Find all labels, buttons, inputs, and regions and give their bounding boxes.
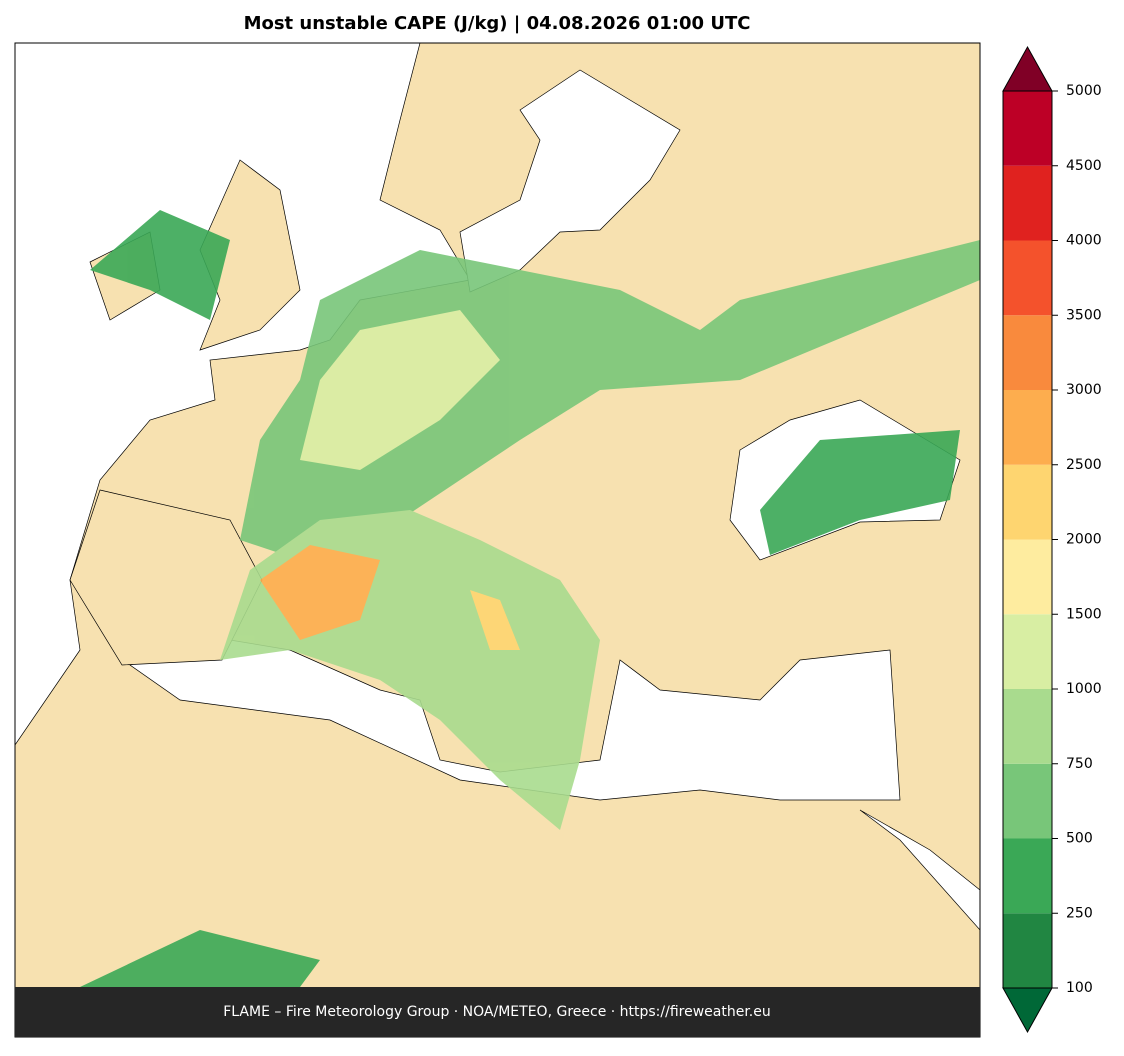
colorbar-over (1002, 45, 1053, 92)
colorbar: 100 250 500 750 1000 1500 2000 2500 3000 3500 4000… (1002, 45, 1102, 1034)
cape-area (300, 310, 500, 470)
colorbar-bin (1003, 464, 1052, 540)
cape-area (760, 430, 960, 555)
map-title: Most unstable CAPE (J/kg) | 04.08.2026 0… (244, 13, 751, 34)
colorbar-bin (1003, 240, 1052, 316)
colorbar-bin (1003, 390, 1052, 465)
islands (69, 159, 301, 666)
footer-text: FLAME – Fire Meteorology Group · NOA/MET… (223, 1004, 771, 1020)
colorbar-bin (1003, 763, 1052, 839)
baltic (459, 69, 681, 293)
iberia (69, 489, 263, 666)
footer-bar (15, 987, 980, 1037)
colorbar-bin (1003, 689, 1052, 764)
colorbar-bin (1003, 91, 1052, 166)
colorbar-bin (1003, 838, 1052, 914)
colorbar-bin (1003, 614, 1052, 689)
cape-area (260, 545, 380, 640)
atlantic (14, 42, 471, 747)
britain (199, 159, 301, 351)
colorbar-tick-label: 3500 (1066, 307, 1102, 323)
colorbar-bin (1003, 315, 1052, 390)
colorbar-tick-label: 1500 (1066, 606, 1102, 622)
cape-field (80, 210, 980, 987)
colorbar-tick-label: 3000 (1066, 382, 1102, 398)
colorbar-tick-label: 750 (1066, 756, 1093, 772)
colorbar-tick-label: 1000 (1066, 681, 1102, 697)
colorbar-under (1002, 987, 1053, 1034)
colorbar-tick-label: 4000 (1066, 233, 1102, 249)
colorbar-tick-label: 500 (1066, 831, 1093, 847)
colorbar-tick-label: 2000 (1066, 532, 1102, 548)
colorbar-tick-label: 250 (1066, 905, 1093, 921)
colorbar-bin (1003, 913, 1052, 988)
cape-area (80, 930, 320, 987)
colorbar-tick-label: 2500 (1066, 457, 1102, 473)
colorbar-bin (1003, 165, 1052, 241)
colorbar-tick-label: 5000 (1066, 83, 1102, 99)
colorbar-bin (1003, 539, 1052, 615)
map: FLAME – Fire Meteorology Group · NOA/MET… (14, 42, 981, 1038)
cape-area (470, 590, 520, 650)
colorbar-tick-label: 4500 (1066, 158, 1102, 174)
cape-area (90, 210, 230, 320)
mediterranean (129, 639, 901, 801)
colorbar-tick-label: 100 (1066, 980, 1093, 996)
